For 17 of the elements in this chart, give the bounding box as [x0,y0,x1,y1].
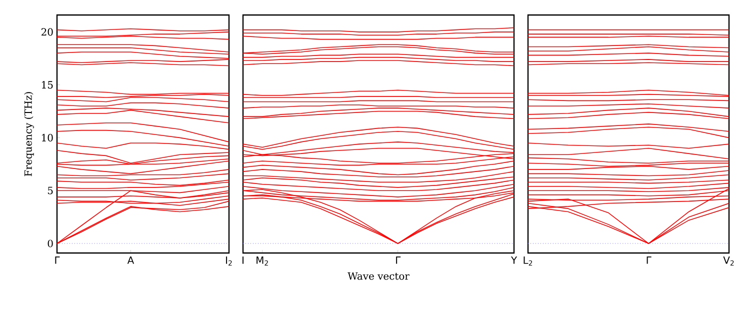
x-tick-label: Y [510,256,518,264]
y-tick-label: 20 [41,28,53,36]
x-tick-label: M$_{2}$ [256,256,268,266]
y-tick-label: 0 [48,240,53,248]
y-tick-label: 5 [48,186,53,194]
x-tick-label: V$_{2}$ [723,256,734,266]
y-tick-label: 10 [42,134,53,142]
x-tick-label: Γ [55,256,60,264]
x-tick-label: Γ [646,256,652,264]
x-tick-label: I$_{2}$ [226,256,232,266]
y-tick-label: 15 [42,81,53,89]
x-axis-title: Wave vector [348,272,410,280]
y-axis-title: Frequency (THz) [24,92,34,176]
x-tick-label: I [242,256,244,264]
x-tick-label: Γ [396,256,401,264]
x-tick-label: A [127,256,134,264]
x-tick-label: L$_{2}$ [524,256,532,266]
